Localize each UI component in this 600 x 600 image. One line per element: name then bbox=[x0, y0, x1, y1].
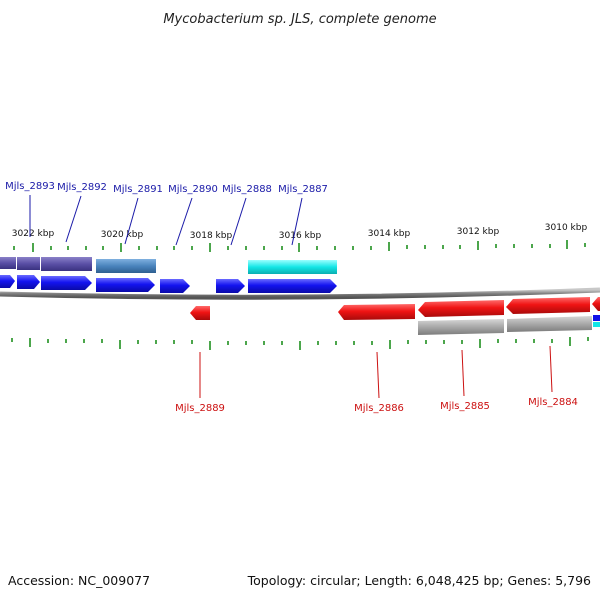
scale-label-3010: 3010 kbp bbox=[545, 223, 588, 233]
upper-tick-marks bbox=[13, 240, 586, 252]
genome-backbone bbox=[0, 287, 600, 300]
gene-label-mjls-2893[interactable]: Mjls_2893 bbox=[5, 181, 55, 192]
scale-label-3018: 3018 kbp bbox=[190, 231, 233, 241]
gene-label-mjls-2890[interactable]: Mjls_2890 bbox=[168, 184, 218, 195]
gene-arrow-reverse[interactable] bbox=[592, 297, 600, 311]
forward-strand-genes bbox=[0, 275, 337, 293]
scale-label-3022: 3022 kbp bbox=[12, 229, 55, 239]
lower-tick-marks bbox=[11, 337, 589, 350]
gene-label-mjls-2886[interactable]: Mjls_2886 bbox=[354, 403, 404, 414]
gene-label-mjls-2889[interactable]: Mjls_2889 bbox=[175, 403, 225, 414]
scale-label-3012: 3012 kbp bbox=[457, 227, 500, 237]
genome-summary-text: Topology: circular; Length: 6,048,425 bp… bbox=[247, 573, 591, 588]
accession-text: Accession: NC_009077 bbox=[8, 573, 150, 588]
gene-label-mjls-2887[interactable]: Mjls_2887 bbox=[278, 184, 328, 195]
gene-arrow-reverse[interactable] bbox=[190, 306, 210, 320]
cog-bar-blue-edge bbox=[593, 315, 600, 321]
gene-label-mjls-2888[interactable]: Mjls_2888 bbox=[222, 184, 272, 195]
gene-arrow-forward[interactable] bbox=[160, 279, 190, 293]
map-title: Mycobacterium sp. JLS, complete genome bbox=[163, 12, 436, 27]
reverse-strand-genes bbox=[190, 297, 600, 320]
gene-label-mjls-2892[interactable]: Mjls_2892 bbox=[57, 182, 107, 193]
scale-label-3016: 3016 kbp bbox=[279, 231, 322, 241]
gene-arrow-forward[interactable] bbox=[17, 275, 40, 289]
gene-arrow-reverse[interactable] bbox=[338, 304, 415, 320]
gene-arrow-forward[interactable] bbox=[96, 278, 155, 292]
scale-label-3020: 3020 kbp bbox=[101, 230, 144, 240]
cog-bar-purple-left bbox=[0, 257, 16, 269]
cog-bar-purple bbox=[17, 257, 40, 270]
cog-bar-cyan bbox=[248, 260, 337, 274]
gene-arrow-forward[interactable] bbox=[216, 279, 245, 293]
cog-bar-purple bbox=[41, 257, 92, 271]
gene-label-mjls-2885[interactable]: Mjls_2885 bbox=[440, 401, 490, 412]
gene-label-mjls-2891[interactable]: Mjls_2891 bbox=[113, 184, 163, 195]
gene-arrow-forward[interactable] bbox=[248, 279, 337, 293]
gene-arrow-reverse[interactable] bbox=[506, 297, 590, 314]
scale-label-3014: 3014 kbp bbox=[368, 229, 411, 239]
cog-bar-cyan-edge bbox=[593, 322, 600, 327]
gene-label-mjls-2884[interactable]: Mjls_2884 bbox=[528, 397, 578, 408]
reverse-label-leaders bbox=[199, 345, 553, 399]
cog-bar-steel bbox=[96, 259, 156, 273]
cog-bar-gray bbox=[507, 316, 592, 332]
gene-arrow-forward[interactable] bbox=[41, 276, 92, 290]
cog-bar-gray bbox=[418, 319, 504, 335]
forward-label-leaders bbox=[29, 195, 303, 246]
gene-arrow-forward[interactable] bbox=[0, 275, 15, 288]
gene-arrow-reverse[interactable] bbox=[418, 300, 504, 317]
